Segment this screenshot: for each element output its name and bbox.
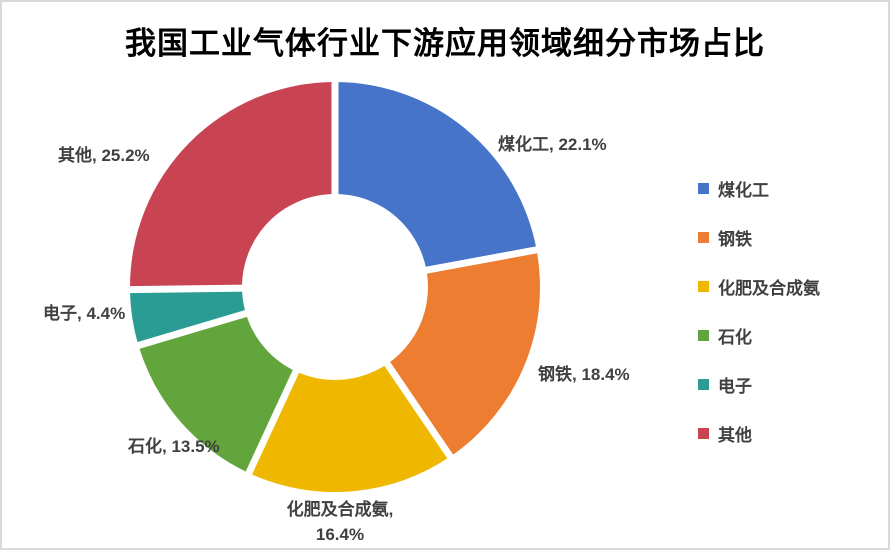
chart-title: 我国工业气体行业下游应用领域细分市场占比 [125,26,765,61]
slice-label-steel: 钢铁, 18.4% [538,365,630,384]
slice-label-coal-chemical: 煤化工, 22.1% [498,135,607,154]
legend-label: 其他 [718,425,752,445]
legend-label: 钢铁 [718,229,752,249]
slice-label-electronics: 电子, 4.4% [43,304,126,323]
slice-label-petrochemical: 石化, 13.5% [128,437,220,456]
legend-item-2: 化肥及合成氨 [698,276,820,298]
slice-label-fertilizer-ammonia: 化肥及合成氨, 16.4% [286,500,394,544]
legend-item-5: 其他 [698,423,820,445]
legend-item-0: 煤化工 [698,178,820,200]
legend-swatch-icon [698,329,709,341]
legend-item-1: 钢铁 [698,227,820,249]
legend-label: 石化 [718,327,752,347]
legend-item-3: 石化 [698,325,820,347]
legend-swatch-icon [698,378,709,390]
legend-swatch-icon [698,427,709,439]
legend-label: 化肥及合成氨 [718,278,820,298]
legend-label: 煤化工 [718,180,769,200]
slice-label-others: 其他, 25.2% [58,146,150,165]
legend-label: 电子 [718,376,752,396]
legend-swatch-icon [698,231,709,243]
legend: 煤化工钢铁化肥及合成氨 石化电子其他 [698,178,820,472]
legend-swatch-icon [698,182,709,194]
legend-item-4: 电子 [698,374,820,396]
donut-hole [242,194,428,380]
legend-swatch-icon [698,280,709,292]
pie-slice-2 [248,287,451,492]
